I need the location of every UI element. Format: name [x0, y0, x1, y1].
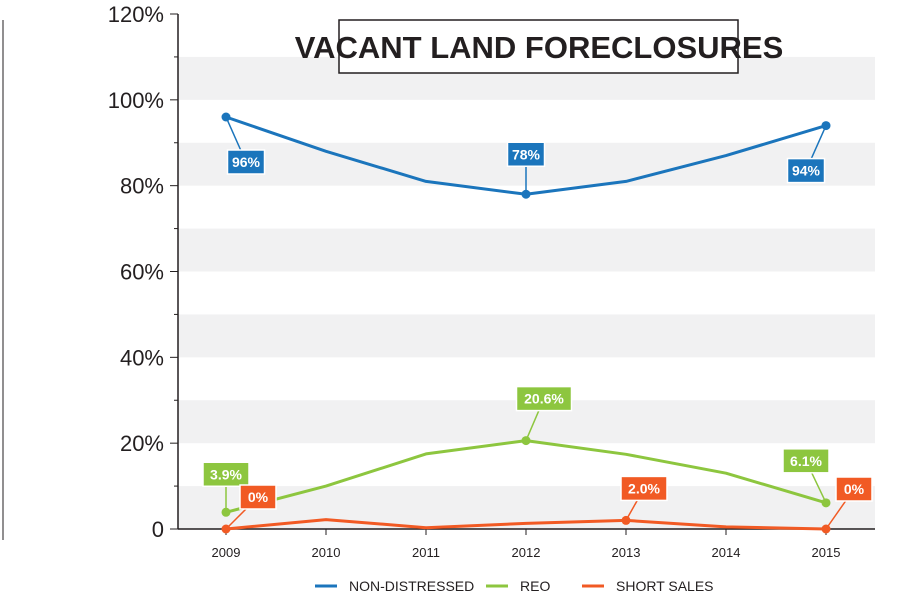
data-callouts: 96% 78% 94% 3.9% 20.6% 6.1% 0% 2.0% 0% — [202, 116, 873, 530]
y-tick-label: 0 — [152, 517, 164, 542]
x-tick-label: 2015 — [812, 545, 841, 560]
callout-box — [202, 461, 250, 488]
chart-title-box: VACANT LAND FORECLOSURES — [295, 19, 784, 74]
callout-box — [835, 476, 873, 502]
callout-label: 2.0% — [628, 480, 660, 496]
y-tick-label: 60% — [120, 260, 164, 285]
y-tick-label: 100% — [108, 88, 164, 113]
series-line — [225, 518, 827, 531]
grid-band — [178, 228, 875, 272]
y-tick-label: 40% — [120, 345, 164, 370]
chart-title: VACANT LAND FORECLOSURES — [295, 30, 784, 65]
legend-label: REO — [520, 578, 550, 594]
x-tick-label: 2009 — [212, 545, 241, 560]
y-axis-ticks: 0 20% 40% 60% 80% 100% 120% — [108, 2, 164, 542]
legend-label: SHORT SALES — [616, 578, 714, 594]
y-tick-label: 120% — [108, 2, 164, 27]
y-tick-label: 80% — [120, 174, 164, 199]
grid-band — [178, 314, 875, 358]
callout-label: 20.6% — [524, 391, 564, 407]
callout-label: 3.9% — [210, 466, 242, 482]
y-tick-label: 20% — [120, 431, 164, 456]
title-frame — [338, 19, 739, 74]
callout-label: 0% — [248, 489, 269, 505]
callout-box — [786, 157, 826, 184]
callout-label: 0% — [844, 481, 865, 497]
grid-bands — [178, 56, 875, 529]
x-tick-label: 2013 — [612, 545, 641, 560]
callout-label: 78% — [512, 146, 541, 162]
x-axis-ticks: 2009 2010 2011 2012 2013 2014 2015 — [212, 545, 841, 560]
x-tick-label: 2011 — [412, 545, 440, 560]
callout-label: 96% — [232, 154, 261, 170]
callout-box — [620, 475, 668, 502]
x-tick-label: 2014 — [712, 545, 741, 560]
callout-box — [226, 149, 266, 175]
legend: NON-DISTRESSED REO SHORT SALES — [315, 578, 714, 594]
legend-label: NON-DISTRESSED — [349, 578, 474, 594]
callout-box — [515, 385, 573, 412]
callout-label: 94% — [792, 163, 821, 179]
callout-label: 6.1% — [790, 453, 822, 469]
x-tick-label: 2010 — [312, 545, 341, 560]
callout-box — [239, 484, 277, 510]
callout-box — [782, 448, 830, 474]
x-tick-label: 2012 — [512, 545, 541, 560]
callout-box — [506, 141, 546, 167]
